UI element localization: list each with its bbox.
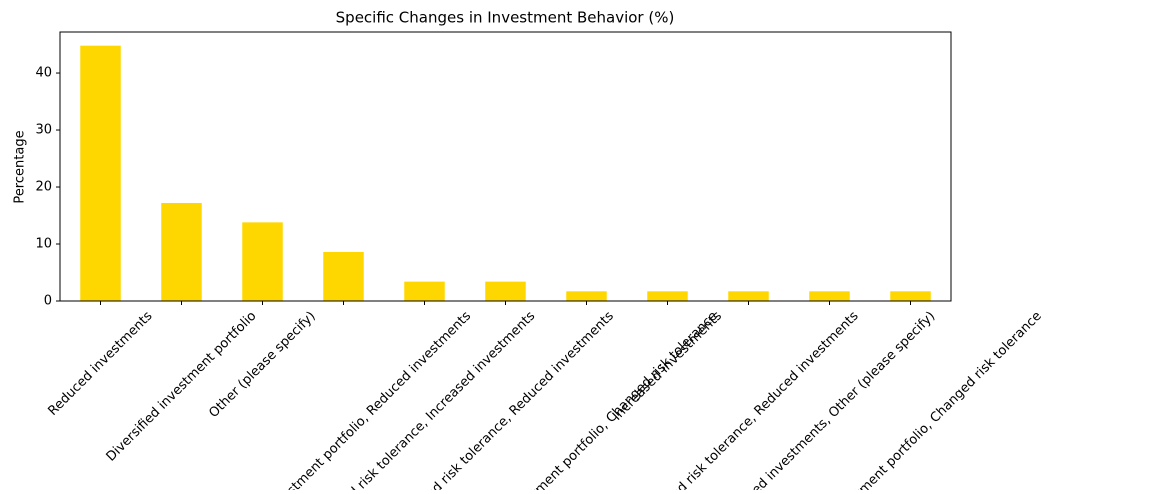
y-tick-label: 0 (44, 294, 52, 309)
bar (323, 251, 364, 301)
x-tick-label: Other (please specify) (206, 309, 318, 421)
bar (161, 202, 202, 301)
x-tick-label: Diversified investment portfolio, Reduce… (213, 309, 474, 490)
bar (80, 45, 121, 302)
x-tick-label: Increased investments (610, 309, 725, 424)
y-tick-label: 20 (35, 180, 52, 195)
chart-title: Specific Changes in Investment Behavior … (336, 9, 675, 27)
bar (647, 291, 688, 301)
bar (242, 222, 283, 301)
bar (890, 291, 931, 301)
y-axis-label: Percentage (13, 130, 28, 203)
bar (485, 281, 526, 301)
y-tick-label: 30 (35, 123, 52, 138)
bar (728, 291, 769, 301)
x-tick-label: Changed risk tolerance, Increased invest… (311, 309, 539, 490)
bar (404, 281, 445, 301)
bar (566, 291, 607, 301)
y-tick-label: 10 (35, 237, 52, 252)
bar (809, 291, 850, 301)
axes-frame (59, 31, 952, 302)
x-tick-label: Reduced investments (45, 309, 155, 419)
x-tick-label: Increased risk tolerance, Reduced invest… (635, 309, 861, 490)
plot-area: 0 10 20 30 40 Reduced investments Diversified … (35, 45, 1045, 494)
y-tick-label: 40 (35, 66, 52, 81)
